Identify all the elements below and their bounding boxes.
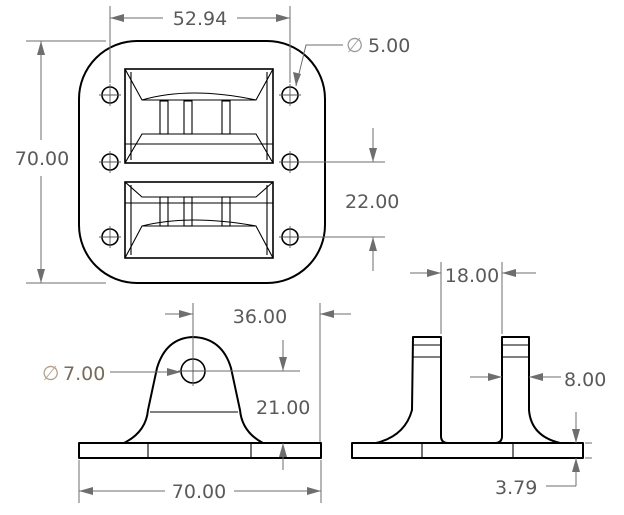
dim-3-79: 3.79 xyxy=(495,412,592,499)
side-view: 18.00 8.00 3.79 xyxy=(351,262,606,499)
upper-pocket xyxy=(124,68,274,164)
lower-pocket xyxy=(124,181,274,259)
diameter-symbol: ∅ xyxy=(346,33,363,57)
dim-21-00: 21.00 xyxy=(205,340,310,470)
side-lug-right xyxy=(494,336,561,444)
dim-8-00: 8.00 xyxy=(470,369,606,391)
dim-label-7-00: 7.00 xyxy=(63,363,105,385)
dim-22-00: 22.00 xyxy=(298,128,399,271)
dim-label-3-79: 3.79 xyxy=(495,477,537,499)
top-view: 52.94 ∅ 5.00 70.00 22.00 xyxy=(15,6,410,284)
dim-70-00-horizontal: 70.00 xyxy=(78,460,322,503)
dim-36-00: 36.00 xyxy=(165,303,351,442)
dim-label-5-00: 5.00 xyxy=(368,35,410,57)
dim-label-22-00: 22.00 xyxy=(345,191,399,213)
mounting-holes xyxy=(99,84,301,248)
dim-hole-diameter: ∅ 5.00 xyxy=(293,33,410,87)
dim-pin-diameter: ∅ 7.00 xyxy=(42,361,181,385)
dim-70-00-vertical: 70.00 xyxy=(15,40,106,284)
front-view: 36.00 ∅ 7.00 21.00 70.00 xyxy=(42,303,351,503)
dim-52-94: 52.94 xyxy=(109,6,291,83)
side-lug-left xyxy=(375,336,449,444)
side-base-plate xyxy=(351,442,584,459)
dim-label-70-00-width: 70.00 xyxy=(172,481,226,503)
diameter-symbol: ∅ xyxy=(42,361,59,385)
dim-label-52-94: 52.94 xyxy=(173,8,227,30)
dim-label-21-00: 21.00 xyxy=(256,397,310,419)
dim-label-36-00: 36.00 xyxy=(233,306,287,328)
dim-label-18-00: 18.00 xyxy=(445,265,499,287)
dim-18-00: 18.00 xyxy=(410,262,536,334)
dim-label-70-00-height: 70.00 xyxy=(15,148,69,170)
dim-label-8-00: 8.00 xyxy=(564,369,606,391)
